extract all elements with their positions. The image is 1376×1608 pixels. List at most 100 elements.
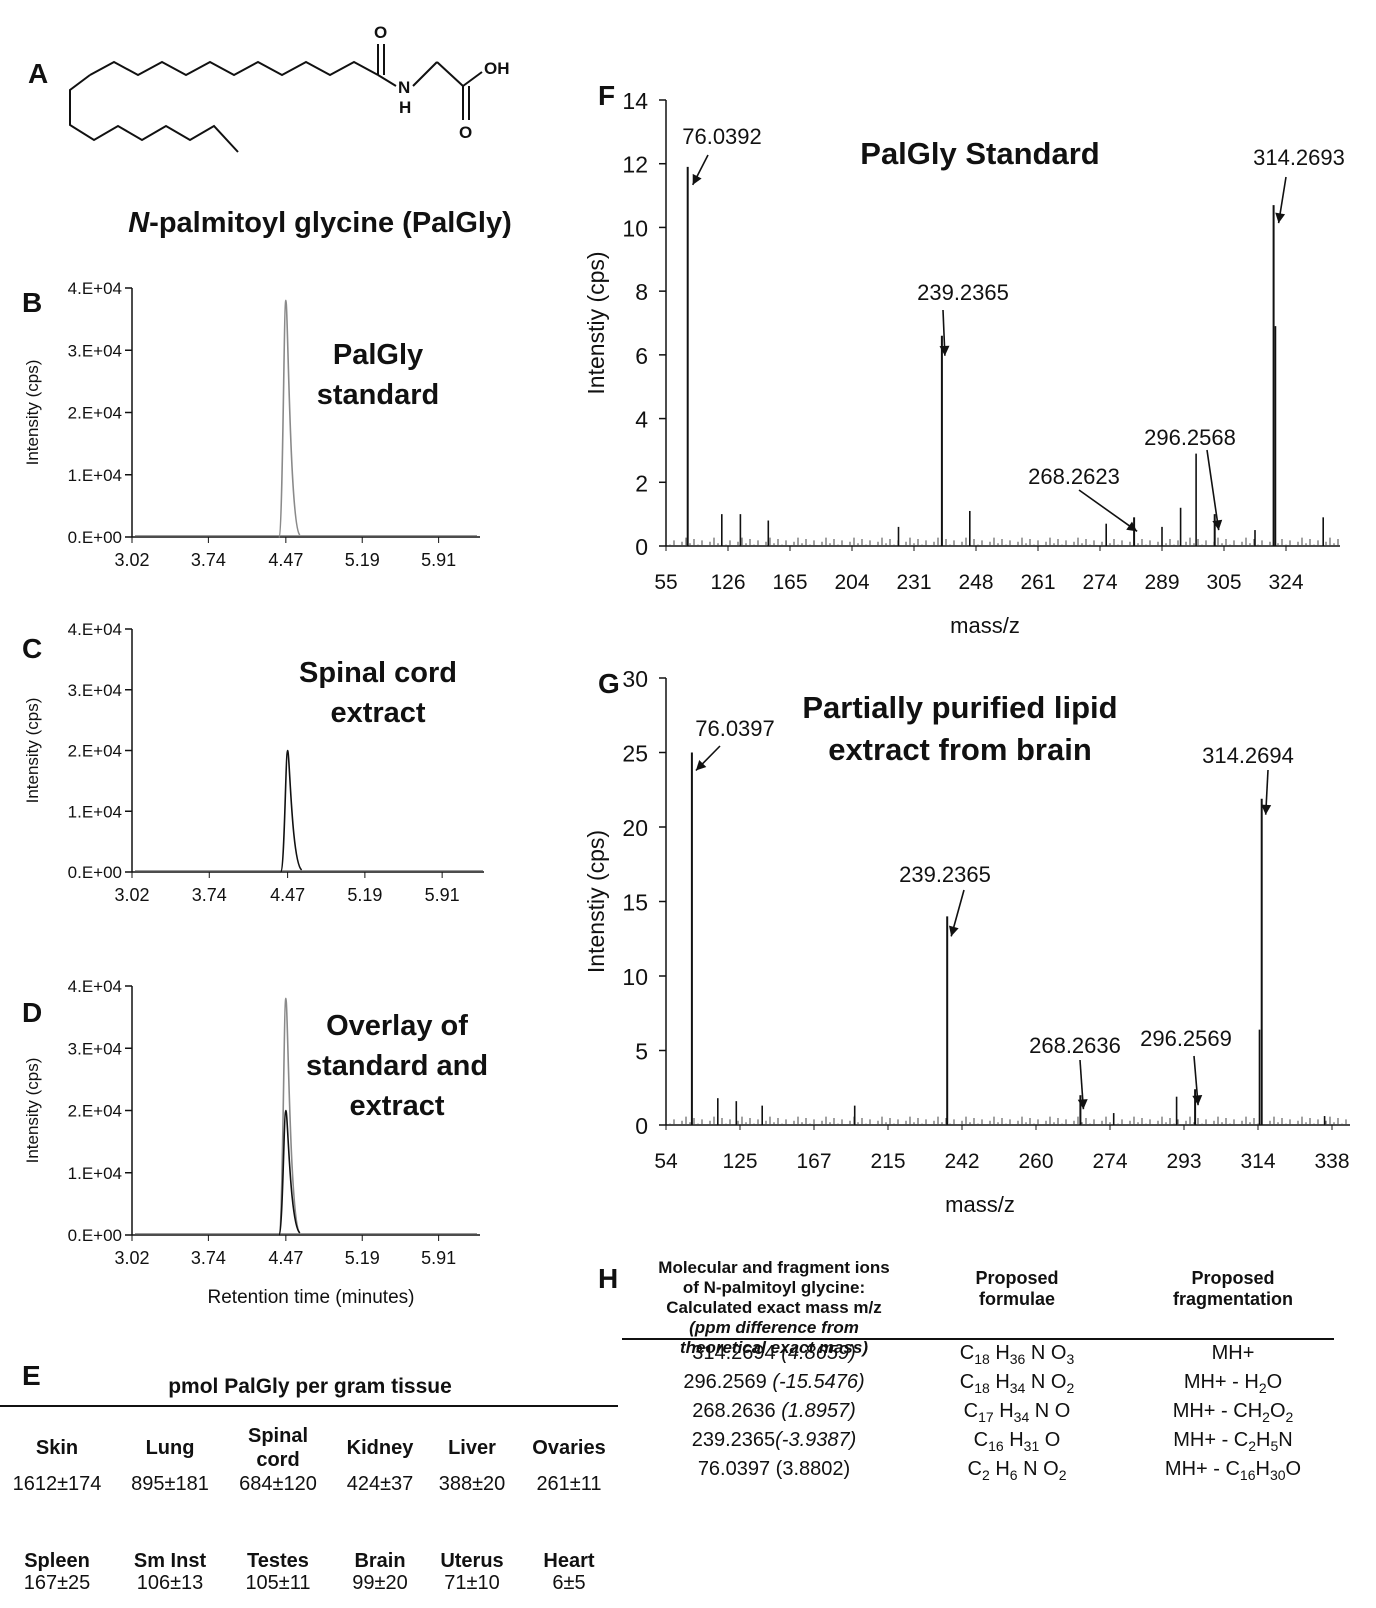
chart-title: extract from brain (828, 732, 1092, 767)
ion-mass: 296.2569 (-15.5476) (624, 1371, 924, 1394)
formula-part: N (1278, 1429, 1293, 1451)
formula-subscript: 3 (1066, 1351, 1075, 1367)
x-tick-label: 5.19 (347, 885, 382, 905)
formula-part: H (993, 1400, 1014, 1422)
x-tick-label: 324 (1268, 571, 1303, 594)
x-axis-label: mass/z (945, 1192, 1015, 1217)
spectrum-noise (669, 1116, 1347, 1125)
formula-subscript: 2 (1058, 1467, 1067, 1483)
x-tick-label: 55 (654, 571, 677, 594)
tissue-header: Brain (320, 1549, 440, 1573)
peak-label: 296.2568 (1144, 425, 1236, 450)
formula-subscript: 34 (1013, 1409, 1030, 1425)
x-tick-label: 5.91 (421, 550, 456, 570)
structure-bonds (69, 44, 483, 153)
peak-arrow (1206, 449, 1220, 531)
formula-part: N O (1025, 1371, 1067, 1393)
formula-subscript: 18 (974, 1351, 990, 1367)
formula-part: H (1256, 1429, 1271, 1451)
chromatogram-peak (278, 997, 301, 1236)
table-e-rule (0, 1405, 618, 1407)
panel-label-g: G (598, 668, 620, 699)
y-axis-label: Intenstiy (cps) (583, 830, 609, 973)
x-tick-label: 5.19 (345, 1248, 380, 1268)
x-tick-label: 3.02 (114, 1248, 149, 1268)
fragment-table-header-line: Proposed (975, 1268, 1059, 1288)
formula-subscript: 2 (1258, 1380, 1267, 1396)
chart-title: PalGly Standard (860, 136, 1099, 171)
tissue-header: Ovaries (509, 1436, 629, 1460)
ion-mass-value: 268.2636 (692, 1400, 782, 1422)
x-tick-label: 165 (772, 571, 807, 594)
tissue-header-line: Uterus (440, 1550, 504, 1572)
caption-rest: -palmitoyl glycine (PalGly) (149, 207, 512, 239)
formula-part: H (989, 1371, 1010, 1393)
x-axis-label: mass/z (950, 613, 1020, 638)
formula-part: MH+ - C (1164, 1458, 1240, 1480)
peak-arrow (1078, 489, 1138, 532)
formula-subscript: 34 (1009, 1380, 1026, 1396)
peak-label: 268.2623 (1028, 464, 1120, 489)
ion-ppm: (-15.5476) (772, 1371, 865, 1393)
y-tick-label: 10 (622, 215, 648, 241)
atom-n: N (398, 78, 410, 97)
x-tick-label: 3.74 (192, 885, 227, 905)
y-tick-label: 12 (622, 152, 648, 178)
formula-part: O (1266, 1371, 1283, 1393)
tissue-value: 261±11 (536, 1473, 602, 1495)
ion-mass: 239.2365(-3.9387) (624, 1429, 924, 1452)
tissue-header-line: Spleen (24, 1550, 90, 1572)
fragment-table-header-line: formulae (978, 1289, 1056, 1309)
panel-label-b: B (22, 287, 43, 318)
fragment-table-header-line: (ppm difference from (689, 1318, 859, 1337)
ion-ppm: (4.8659) (781, 1342, 856, 1364)
formula-subscript: 31 (1023, 1438, 1040, 1454)
y-tick-label: 3.E+04 (68, 1039, 122, 1058)
fragment-table-header-line: Calculated exact mass m/z (666, 1298, 882, 1317)
tissue-header-line: Spinal (247, 1425, 308, 1447)
fragment-table-header-line: of N-palmitoyl glycine: (682, 1278, 866, 1297)
x-tick-label: 248 (958, 571, 993, 594)
x-tick-label: 4.47 (270, 885, 305, 905)
y-tick-label: 4.E+04 (68, 978, 122, 996)
tissue-header: Liver (412, 1436, 532, 1460)
x-tick-label: 4.47 (268, 1248, 303, 1268)
structure-caption: N-palmitoyl glycine (PalGly) (128, 207, 512, 239)
mass-spectrum-f: 0 2 4 6 8 10 12 14 55 126 165 204 231 248 261 274 289 305… (583, 88, 1345, 638)
formula-part: N O (1025, 1342, 1067, 1364)
formula-part: H (989, 1342, 1010, 1364)
chromatogram-c: 0.E+00 1.E+04 2.E+04 3.E+04 4.E+04 3.02 3.74 4.… (23, 620, 484, 905)
peak-arrowhead (695, 760, 707, 771)
y-tick-label: 2.E+04 (68, 1102, 122, 1121)
caption-n: N (128, 207, 150, 239)
panel-label-c: C (22, 633, 43, 664)
y-tick-label: 0 (635, 534, 648, 560)
y-tick-label: 2 (635, 470, 648, 496)
formula-part: MH+ (1211, 1342, 1255, 1364)
y-tick-label: 0.E+00 (68, 1226, 122, 1245)
tissue-value: 388±20 (438, 1473, 506, 1495)
x-tick-label: 5.19 (345, 550, 380, 570)
x-tick-label: 274 (1082, 571, 1117, 594)
tissue-level-table: pmol PalGly per gram tissue Skin Lung Spin… (0, 1375, 630, 1605)
y-tick-label: 8 (635, 279, 648, 305)
formula-subscript: 6 (1009, 1467, 1018, 1483)
ion-mass-value: 296.2569 (683, 1371, 773, 1393)
chart-title: Overlay of (326, 1010, 468, 1042)
peak-label: 239.2365 (917, 280, 1009, 305)
formula-part: C (967, 1458, 982, 1480)
y-tick-label: 14 (622, 88, 648, 114)
y-tick-label: 1.E+04 (68, 466, 122, 485)
tissue-header-line: cord (256, 1449, 300, 1471)
fragment-table-header-line: Molecular and fragment ions (658, 1258, 890, 1277)
x-tick-label: 260 (1018, 1150, 1053, 1173)
y-tick-label: 3.E+04 (68, 681, 122, 700)
y-tick-label: 1.E+04 (68, 802, 122, 821)
tissue-header-line: Heart (543, 1550, 595, 1572)
x-tick-label: 242 (944, 1150, 979, 1173)
peak-arrowhead (1192, 1095, 1203, 1106)
peak-arrowhead (1261, 804, 1272, 815)
ion-fragmentation: MH+ - CH2O2 (1133, 1400, 1333, 1425)
y-tick-label: 20 (622, 815, 648, 841)
peak-label: 76.0397 (695, 716, 775, 741)
